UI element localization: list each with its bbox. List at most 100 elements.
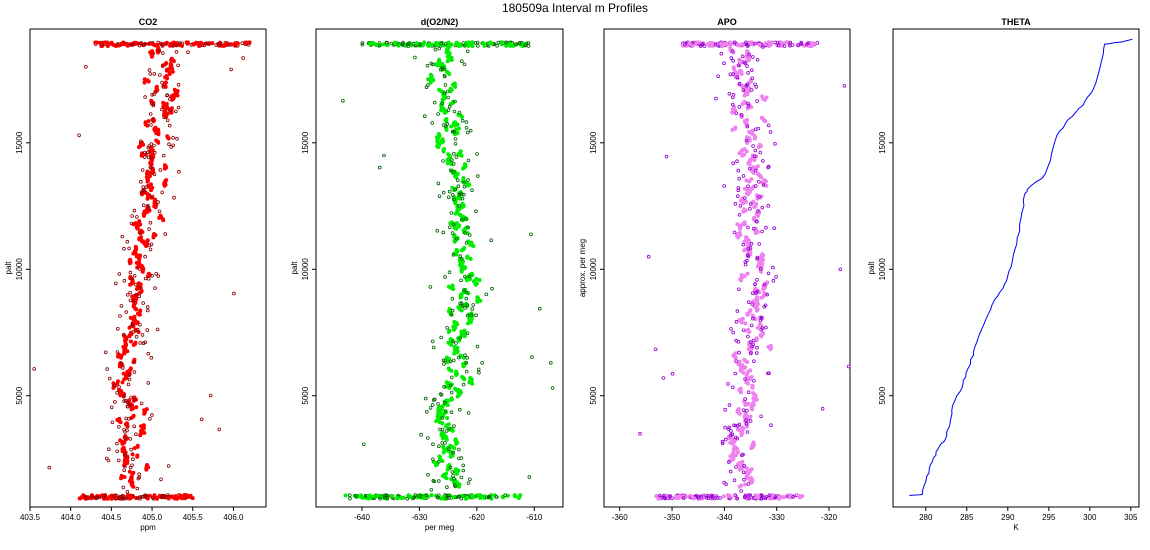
data-point <box>713 42 718 47</box>
data-point <box>755 277 759 282</box>
x-tick-label: -320 <box>821 513 838 522</box>
data-point <box>517 494 522 499</box>
data-point <box>757 194 761 199</box>
data-point <box>188 494 193 499</box>
data-point <box>447 447 451 451</box>
data-point <box>448 168 453 173</box>
y-tick-label: 15000 <box>15 131 24 154</box>
data-point <box>173 494 178 499</box>
data-point <box>137 219 142 224</box>
data-point <box>459 301 464 305</box>
data-point <box>480 360 484 365</box>
data-point <box>469 240 474 245</box>
data-point <box>93 40 98 45</box>
data-point <box>128 495 133 500</box>
data-point <box>750 76 755 81</box>
x-tick-label: 406.0 <box>223 513 244 522</box>
data-point <box>143 276 148 281</box>
data-point <box>735 309 740 313</box>
data-point <box>464 40 469 45</box>
data-point <box>452 109 457 114</box>
data-point <box>446 340 451 345</box>
data-point <box>164 74 169 79</box>
data-point <box>148 416 152 421</box>
data-point <box>146 150 151 155</box>
data-point <box>512 494 517 499</box>
data-point <box>444 69 449 74</box>
data-point <box>714 96 718 101</box>
data-point <box>728 46 733 51</box>
data-point <box>141 203 146 208</box>
data-point <box>118 496 122 501</box>
data-point <box>754 495 759 500</box>
data-point <box>124 416 128 421</box>
data-point <box>474 276 479 281</box>
data-point <box>464 296 469 301</box>
data-point <box>753 184 758 188</box>
data-point <box>413 55 417 60</box>
data-point <box>148 165 153 170</box>
data-point <box>732 423 736 428</box>
data-point <box>446 152 451 157</box>
data-point <box>442 147 447 152</box>
data-point <box>139 179 143 184</box>
data-point <box>246 42 251 47</box>
data-point <box>458 336 463 340</box>
data-point <box>457 407 462 412</box>
data-point <box>147 227 151 231</box>
data-point <box>116 379 121 384</box>
data-point <box>745 117 750 122</box>
data-point <box>374 42 379 47</box>
data-point <box>121 371 126 376</box>
data-point <box>474 209 478 214</box>
panel-title: THETA <box>1001 17 1031 27</box>
data-point <box>132 360 137 364</box>
data-point <box>116 326 120 331</box>
data-point <box>419 432 423 437</box>
data-point <box>161 85 166 89</box>
data-point <box>444 429 449 433</box>
data-point <box>744 178 749 183</box>
data-point <box>450 129 455 134</box>
data-point <box>133 221 138 226</box>
data-point <box>766 164 771 169</box>
data-point <box>149 123 153 127</box>
data-point <box>178 41 182 45</box>
data-point <box>361 442 366 447</box>
data-point <box>743 321 748 326</box>
data-point <box>760 252 765 257</box>
data-point <box>448 465 453 470</box>
data-point <box>240 41 245 45</box>
data-point <box>462 180 466 185</box>
data-point <box>118 42 123 47</box>
data-point <box>159 477 163 482</box>
data-point <box>463 306 467 310</box>
data-point <box>447 496 451 500</box>
data-point <box>475 152 479 156</box>
data-point <box>384 493 389 498</box>
data-point <box>704 495 709 500</box>
data-point <box>118 314 122 318</box>
data-point <box>164 106 169 111</box>
data-point <box>730 102 735 107</box>
data-point <box>385 40 390 45</box>
data-point <box>133 340 138 345</box>
data-point <box>741 174 746 178</box>
data-point <box>729 327 733 331</box>
data-point <box>441 494 446 499</box>
data-point <box>170 69 175 74</box>
data-point <box>451 162 456 166</box>
data-point <box>445 485 449 490</box>
data-point <box>437 46 442 51</box>
y-tick-label: 10000 <box>589 258 598 281</box>
data-point <box>117 416 122 421</box>
data-point <box>722 184 726 188</box>
data-point <box>503 493 508 498</box>
data-point <box>376 493 381 498</box>
data-point <box>133 397 137 402</box>
data-point <box>452 170 456 174</box>
data-point <box>744 421 749 426</box>
data-point <box>424 85 429 89</box>
data-point <box>451 222 456 227</box>
data-point <box>446 108 451 112</box>
